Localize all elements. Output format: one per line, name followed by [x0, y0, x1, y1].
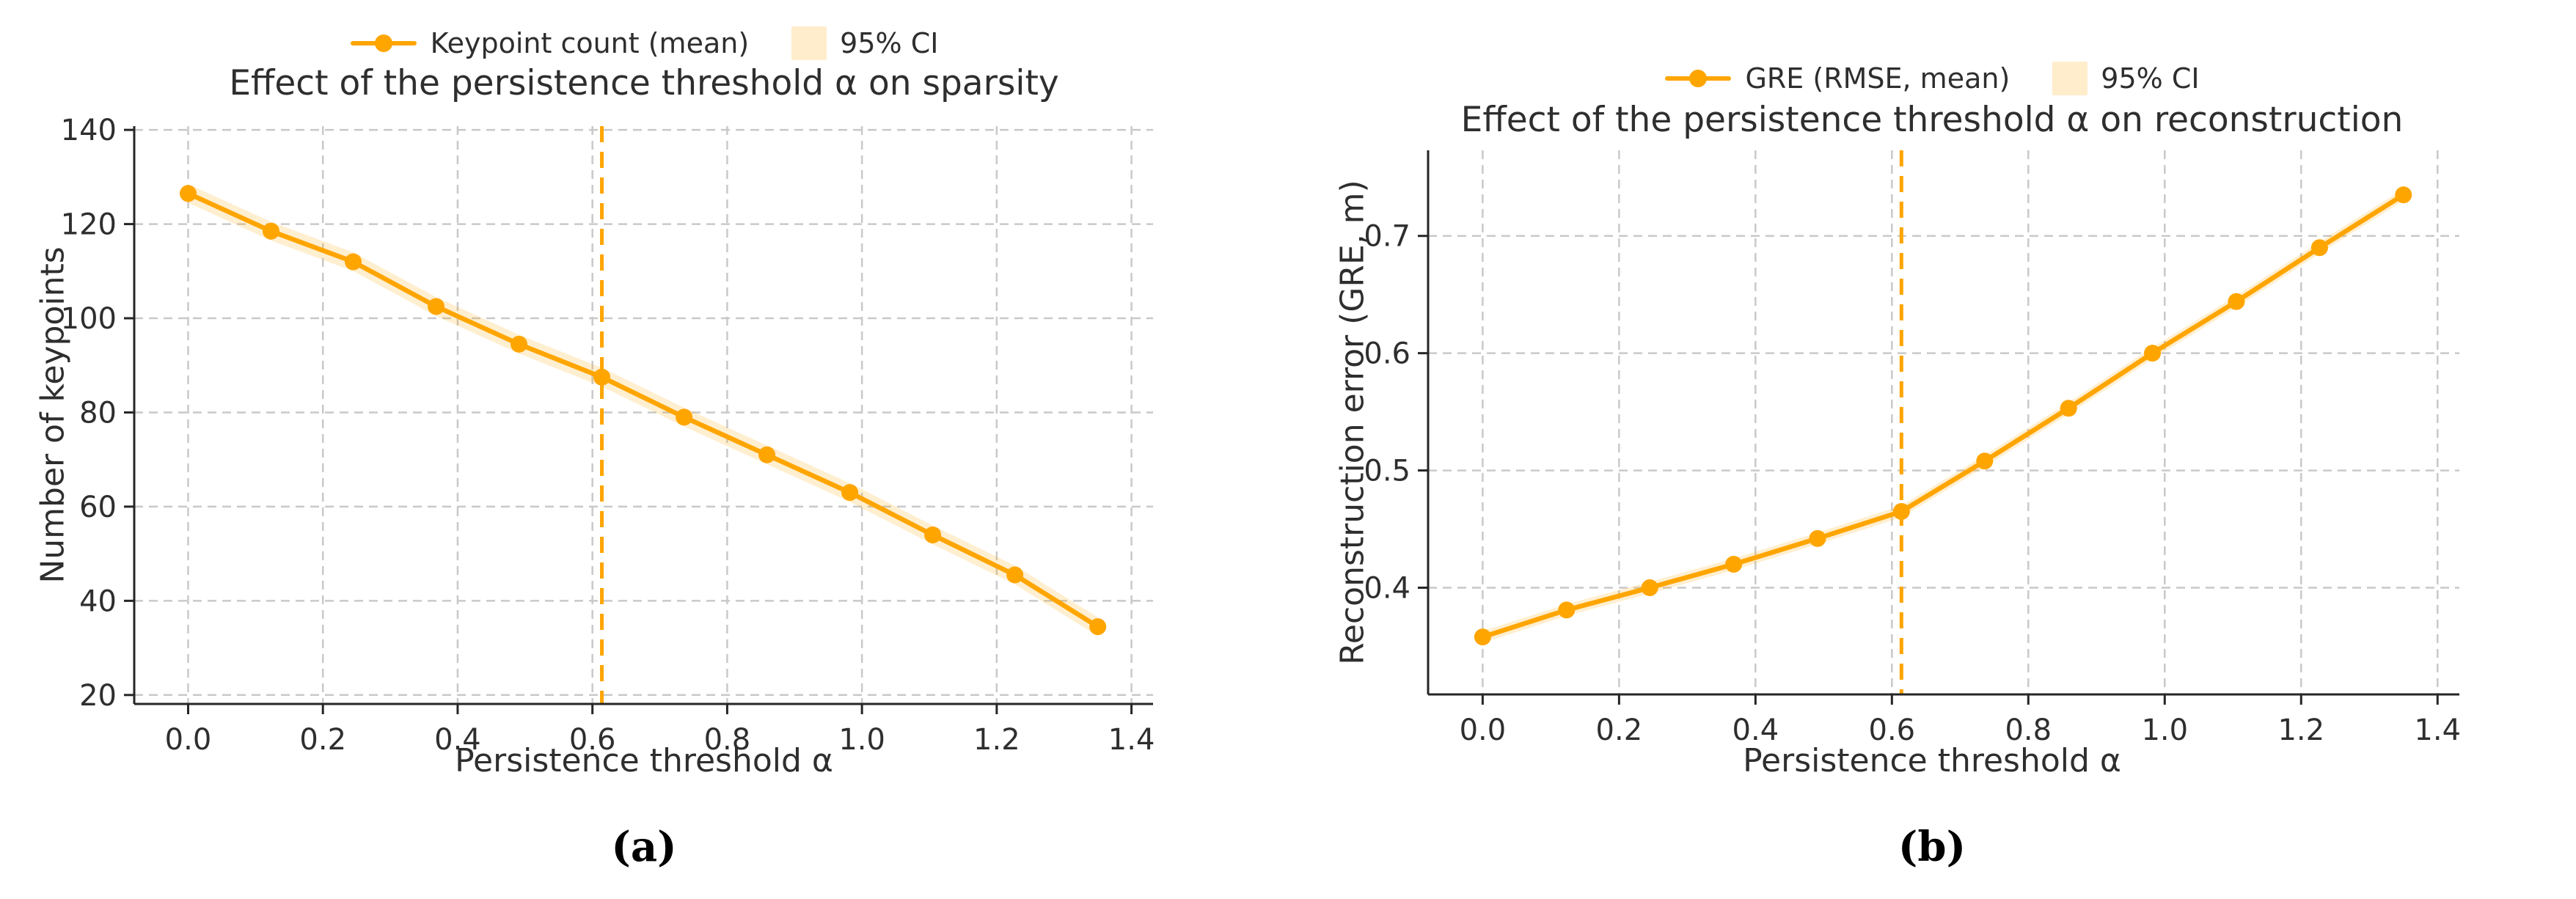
legend-item-band: 95% CI: [791, 26, 938, 60]
y-tick-label: 120: [61, 208, 117, 242]
data-point: [511, 335, 528, 353]
x-tick-label: 1.2: [2277, 713, 2324, 747]
line-marker-icon: [1665, 70, 1732, 87]
chart-title-b: Effect of the persistence threshold α on…: [1460, 100, 2404, 140]
y-tick-label: 0.4: [1364, 571, 1410, 605]
y-axis-label-b: Reconstruction error (GRE, m): [1333, 180, 1372, 665]
data-point: [1976, 452, 1994, 470]
x-tick-label: 0.8: [704, 723, 751, 757]
x-tick-label: 0.0: [165, 723, 212, 757]
y-tick-label: 0.7: [1364, 220, 1410, 254]
y-tick-label: 80: [79, 396, 117, 430]
data-point: [676, 408, 693, 426]
data-point: [1892, 503, 1910, 521]
chart-title-a: Effect of the persistence threshold α on…: [229, 63, 1059, 103]
legend-line-label: GRE (RMSE, mean): [1745, 62, 2010, 95]
legend-band-label: 95% CI: [2101, 62, 2200, 95]
data-point: [2144, 345, 2162, 362]
y-tick-label: 0.5: [1364, 455, 1410, 488]
legend-item-line: GRE (RMSE, mean): [1664, 62, 2010, 95]
data-point: [179, 185, 197, 202]
y-tick-label: 60: [79, 491, 117, 524]
data-point: [1006, 566, 1024, 584]
x-tick-label: 0.4: [1732, 713, 1779, 747]
x-tick-label: 0.0: [1460, 713, 1507, 747]
subfigure-caption-a: (a): [611, 823, 677, 871]
line-marker-icon: [350, 34, 417, 52]
subfigure-caption-b: (b): [1898, 823, 1966, 871]
data-point: [841, 484, 859, 502]
data-point: [1809, 529, 1826, 547]
y-tick-label: 140: [61, 114, 117, 147]
ci-band: [1482, 188, 2404, 643]
legend-line-label: Keypoint count (mean): [430, 27, 750, 59]
mean-line: [186, 191, 1100, 629]
line-plot-a: 0.0 0.2 0.4 0.6 0.8 1.0 1.2 1.4 20 40 60 80 100 120 14…: [61, 114, 1155, 757]
data-point: [2310, 239, 2328, 257]
x-tick-label: 0.4: [434, 723, 481, 757]
x-axis-label-a: Persistence threshold α: [455, 742, 833, 779]
ci-band-swatch-icon: [2052, 62, 2088, 95]
y-tick-label: 40: [79, 584, 117, 618]
legend-a: Keypoint count (mean) 95% CI: [0, 26, 1288, 60]
panel-a: Keypoint count (mean) 95% CI Effect of t…: [0, 26, 1288, 871]
data-point: [1641, 579, 1658, 596]
data-point: [924, 526, 942, 543]
data-point: [428, 298, 445, 315]
y-tick-label: 20: [79, 679, 117, 713]
data-point: [2060, 400, 2077, 417]
y-tick-label: 0.6: [1364, 337, 1410, 371]
data-point: [345, 253, 362, 271]
data-point: [593, 368, 611, 386]
data-point: [1558, 601, 1576, 619]
x-tick-label: 0.6: [1869, 713, 1916, 747]
x-tick-label: 0.2: [1596, 713, 1643, 747]
x-tick-label: 0.6: [569, 723, 616, 757]
data-point: [1725, 555, 1743, 573]
x-tick-label: 1.4: [1108, 723, 1155, 757]
y-tick-label: 100: [61, 302, 117, 336]
data-point: [262, 222, 279, 240]
legend-b: GRE (RMSE, mean) 95% CI: [1288, 62, 2576, 95]
panel-b: GRE (RMSE, mean) 95% CI Effect of the pe…: [1288, 0, 2576, 899]
line-plot-b: 0.0 0.2 0.4 0.6 0.8 1.0 1.2 1.4 0.4 0.5 0.6 0.7: [1364, 150, 2461, 747]
data-point: [1474, 628, 1491, 646]
mean-line: [1480, 192, 2406, 639]
data-point: [1089, 618, 1107, 636]
x-tick-label: 1.0: [2141, 713, 2188, 747]
legend-band-label: 95% CI: [840, 27, 939, 59]
ci-band-swatch-icon: [791, 26, 827, 60]
legend-item-line: Keypoint count (mean): [350, 26, 750, 60]
x-tick-label: 1.0: [838, 723, 885, 757]
x-axis-label-b: Persistence threshold α: [1743, 742, 2121, 779]
data-point: [2395, 186, 2412, 204]
data-point: [2228, 293, 2245, 310]
x-tick-label: 1.2: [973, 723, 1020, 757]
data-point: [758, 446, 776, 463]
x-tick-label: 1.4: [2414, 713, 2461, 747]
y-axis-label-a: Number of keypoints: [34, 246, 72, 584]
legend-item-band: 95% CI: [2052, 62, 2200, 95]
x-tick-label: 0.8: [2005, 713, 2052, 747]
x-tick-label: 0.2: [299, 723, 346, 757]
